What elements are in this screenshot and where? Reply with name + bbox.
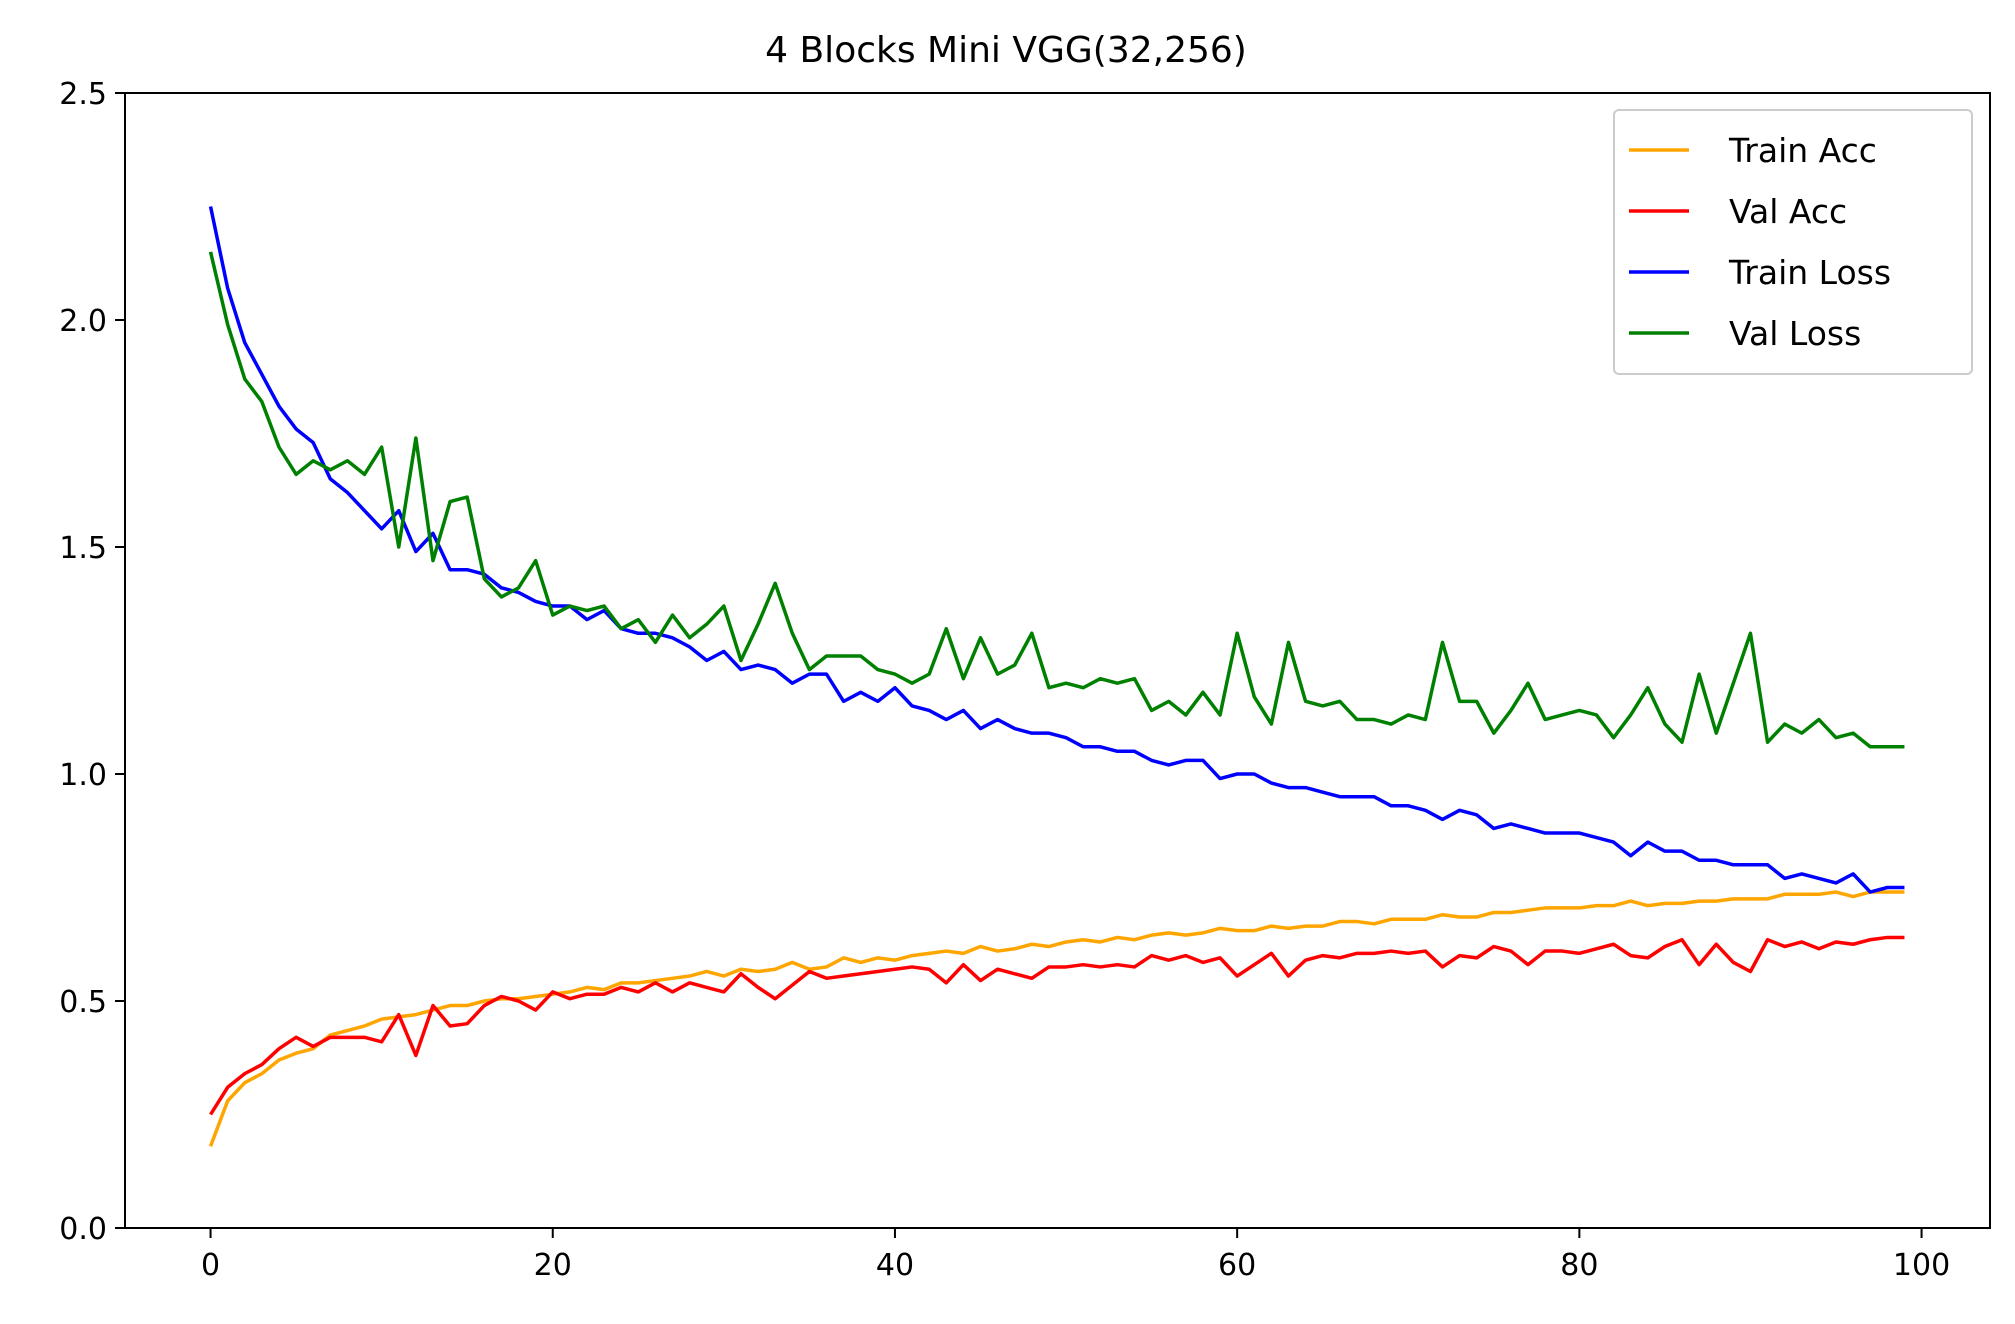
y-tick-label: 2.0 xyxy=(59,304,107,339)
series-layer xyxy=(208,206,1905,1147)
legend-label-train-loss: Train Loss xyxy=(1728,253,1891,292)
x-tick-label: 100 xyxy=(1893,1248,1950,1283)
x-tick-label: 80 xyxy=(1560,1248,1598,1283)
x-tick-label: 0 xyxy=(201,1248,220,1283)
y-tick-label: 1.5 xyxy=(59,531,107,566)
series-line-train-loss xyxy=(208,206,1905,894)
legend-label-val-loss: Val Loss xyxy=(1729,314,1861,353)
legend-box xyxy=(1613,109,1973,375)
plot-area-frame xyxy=(124,92,1991,1229)
series-line-val-loss xyxy=(208,251,1905,749)
x-tick-label: 40 xyxy=(876,1248,914,1283)
x-tick-label: 20 xyxy=(534,1248,572,1283)
chart-title: 4 Blocks Mini VGG(32,256) xyxy=(765,30,1247,71)
y-tick-label: 0.5 xyxy=(59,985,107,1020)
y-axis: 0.0 0.5 1.0 1.5 2.0 2.5 xyxy=(59,77,125,1247)
x-axis: 0 20 40 60 80 100 xyxy=(201,1228,1950,1283)
legend: Train Acc Val Acc Train Loss Val Loss xyxy=(1613,109,1973,375)
y-tick-label: 1.0 xyxy=(59,758,107,793)
series-line-val-acc xyxy=(209,935,1905,1116)
legend-label-train-acc: Train Acc xyxy=(1728,131,1877,170)
y-tick-label: 0.0 xyxy=(59,1212,107,1247)
y-tick-label: 2.5 xyxy=(59,77,107,112)
x-tick-label: 60 xyxy=(1218,1248,1256,1283)
legend-label-val-acc: Val Acc xyxy=(1729,192,1847,231)
